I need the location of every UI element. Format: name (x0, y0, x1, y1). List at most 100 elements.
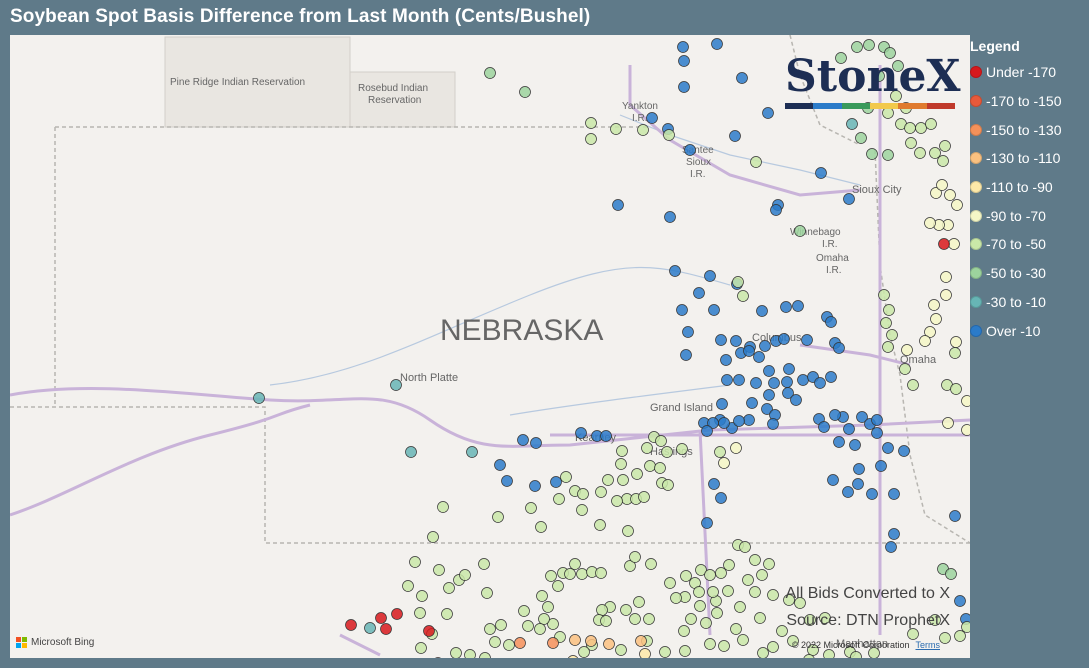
basis-point-marker[interactable] (624, 560, 636, 572)
basis-point-marker[interactable] (603, 638, 615, 650)
basis-point-marker[interactable] (950, 336, 962, 348)
basis-point-marker[interactable] (716, 398, 728, 410)
basis-point-marker[interactable] (951, 199, 963, 211)
legend-item[interactable]: -90 to -70 (970, 201, 1089, 230)
legend-item[interactable]: -150 to -130 (970, 115, 1089, 144)
basis-point-marker[interactable] (759, 340, 771, 352)
basis-point-marker[interactable] (961, 424, 971, 436)
basis-point-marker[interactable] (503, 639, 515, 651)
basis-point-marker[interactable] (484, 67, 496, 79)
basis-point-marker[interactable] (945, 568, 957, 580)
basis-point-marker[interactable] (718, 417, 730, 429)
basis-point-marker[interactable] (620, 604, 632, 616)
basis-point-marker[interactable] (380, 623, 392, 635)
basis-point-marker[interactable] (478, 558, 490, 570)
basis-point-marker[interactable] (883, 304, 895, 316)
basis-point-marker[interactable] (655, 435, 667, 447)
basis-point-marker[interactable] (937, 155, 949, 167)
basis-point-marker[interactable] (612, 199, 624, 211)
basis-point-marker[interactable] (750, 377, 762, 389)
basis-point-marker[interactable] (629, 551, 641, 563)
basis-point-marker[interactable] (878, 289, 890, 301)
basis-point-marker[interactable] (715, 567, 727, 579)
basis-point-marker[interactable] (929, 147, 941, 159)
basis-point-marker[interactable] (863, 39, 875, 51)
basis-point-marker[interactable] (736, 72, 748, 84)
basis-point-marker[interactable] (575, 427, 587, 439)
basis-point-marker[interactable] (441, 608, 453, 620)
map-svg[interactable]: Pine Ridge Indian Reservation Rosebud In… (10, 35, 970, 658)
basis-point-marker[interactable] (714, 446, 726, 458)
basis-point-marker[interactable] (676, 443, 688, 455)
basis-point-marker[interactable] (905, 137, 917, 149)
basis-point-marker[interactable] (595, 486, 607, 498)
basis-point-marker[interactable] (585, 133, 597, 145)
basis-point-marker[interactable] (829, 409, 841, 421)
basis-point-marker[interactable] (542, 601, 554, 613)
basis-point-marker[interactable] (873, 70, 885, 82)
basis-point-marker[interactable] (756, 569, 768, 581)
basis-point-marker[interactable] (718, 640, 730, 652)
basis-point-marker[interactable] (641, 442, 653, 454)
basis-point-marker[interactable] (762, 107, 774, 119)
basis-point-marker[interactable] (814, 377, 826, 389)
basis-point-marker[interactable] (495, 619, 507, 631)
basis-point-marker[interactable] (792, 300, 804, 312)
basis-points[interactable] (253, 38, 971, 659)
basis-point-marker[interactable] (694, 600, 706, 612)
basis-point-marker[interactable] (851, 41, 863, 53)
basis-point-marker[interactable] (737, 634, 749, 646)
legend-item[interactable]: -50 to -30 (970, 259, 1089, 288)
basis-point-marker[interactable] (711, 607, 723, 619)
basis-point-marker[interactable] (391, 608, 403, 620)
legend-item[interactable]: -70 to -50 (970, 230, 1089, 259)
basis-point-marker[interactable] (646, 112, 658, 124)
basis-point-marker[interactable] (617, 474, 629, 486)
basis-point-marker[interactable] (749, 586, 761, 598)
basis-point-marker[interactable] (850, 651, 862, 659)
basis-point-marker[interactable] (594, 519, 606, 531)
basis-point-marker[interactable] (954, 595, 966, 607)
basis-point-marker[interactable] (711, 38, 723, 50)
basis-point-marker[interactable] (807, 644, 819, 656)
basis-point-marker[interactable] (739, 541, 751, 553)
basis-point-marker[interactable] (494, 459, 506, 471)
basis-point-marker[interactable] (827, 474, 839, 486)
basis-point-marker[interactable] (866, 488, 878, 500)
basis-point-marker[interactable] (778, 333, 790, 345)
basis-point-marker[interactable] (804, 614, 816, 626)
basis-point-marker[interactable] (730, 623, 742, 635)
basis-point-marker[interactable] (819, 612, 831, 624)
basis-point-marker[interactable] (898, 445, 910, 457)
basis-point-marker[interactable] (768, 377, 780, 389)
basis-point-marker[interactable] (737, 290, 749, 302)
basis-point-marker[interactable] (595, 567, 607, 579)
basis-point-marker[interactable] (708, 304, 720, 316)
basis-point-marker[interactable] (678, 81, 690, 93)
basis-point-marker[interactable] (930, 187, 942, 199)
basis-point-marker[interactable] (961, 621, 971, 633)
basis-point-marker[interactable] (405, 446, 417, 458)
basis-point-marker[interactable] (866, 148, 878, 160)
basis-point-marker[interactable] (732, 276, 744, 288)
basis-point-marker[interactable] (942, 417, 954, 429)
basis-point-marker[interactable] (600, 430, 612, 442)
basis-point-marker[interactable] (818, 421, 830, 433)
basis-point-marker[interactable] (519, 86, 531, 98)
basis-point-marker[interactable] (633, 596, 645, 608)
basis-point-marker[interactable] (643, 613, 655, 625)
basis-point-marker[interactable] (940, 271, 952, 283)
basis-point-marker[interactable] (622, 525, 634, 537)
basis-point-marker[interactable] (704, 638, 716, 650)
basis-point-marker[interactable] (514, 637, 526, 649)
basis-point-marker[interactable] (684, 144, 696, 156)
basis-point-marker[interactable] (803, 654, 815, 659)
basis-point-marker[interactable] (904, 122, 916, 134)
basis-point-marker[interactable] (676, 304, 688, 316)
basis-point-marker[interactable] (954, 630, 966, 642)
basis-point-marker[interactable] (781, 376, 793, 388)
basis-point-marker[interactable] (433, 657, 444, 659)
basis-point-marker[interactable] (704, 569, 716, 581)
basis-point-marker[interactable] (949, 347, 961, 359)
basis-point-marker[interactable] (871, 414, 883, 426)
